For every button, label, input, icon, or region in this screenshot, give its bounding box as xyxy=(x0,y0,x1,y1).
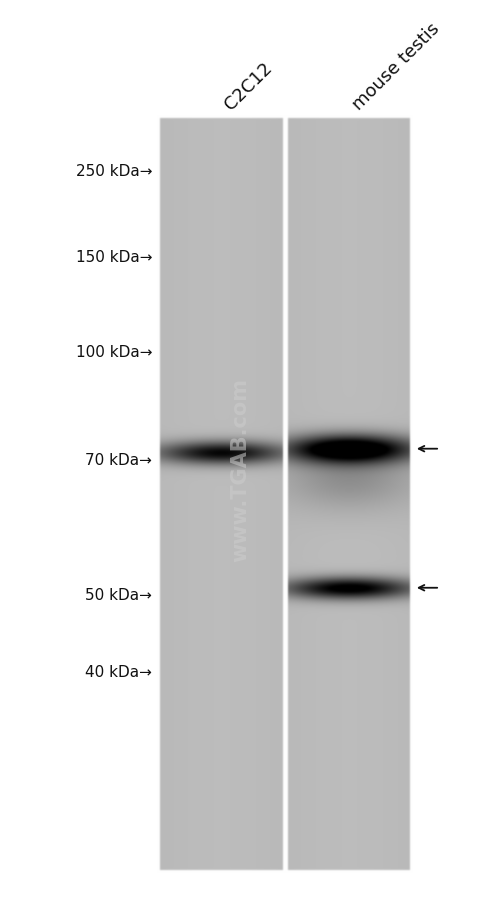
Text: 150 kDa→: 150 kDa→ xyxy=(75,250,152,264)
Text: 70 kDa→: 70 kDa→ xyxy=(85,453,152,467)
Text: 250 kDa→: 250 kDa→ xyxy=(75,164,152,179)
Text: 100 kDa→: 100 kDa→ xyxy=(75,345,152,359)
Text: mouse testis: mouse testis xyxy=(349,20,443,114)
Text: www.TGAB.com: www.TGAB.com xyxy=(230,377,250,561)
Text: 50 kDa→: 50 kDa→ xyxy=(85,588,152,603)
Text: C2C12: C2C12 xyxy=(221,60,276,114)
Text: 40 kDa→: 40 kDa→ xyxy=(85,665,152,679)
